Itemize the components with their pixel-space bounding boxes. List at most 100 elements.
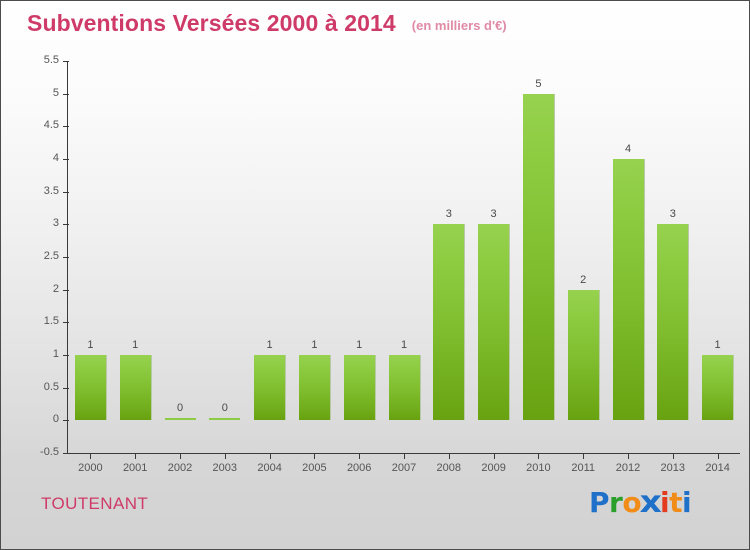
bar-value-label: 3 [490, 208, 497, 221]
proxiti-logo: Proxiti [589, 485, 692, 520]
x-axis-tick [314, 453, 315, 459]
y-axis-tick-label: 0.5 [43, 380, 59, 393]
bar-value-label: 0 [176, 402, 184, 415]
chart-header: Subventions Versées 2000 à 2014 (en mill… [1, 1, 749, 45]
x-axis-tick [90, 453, 91, 459]
bar-value-label: 4 [624, 143, 632, 155]
x-axis-tick-label: 2009 [481, 462, 506, 474]
x-axis-tick [270, 453, 271, 459]
plot-area: 5.5 5 4.5 4 3.5 3 2.5 2 1.5 1 0.5 0 -0.5 2000 2001 200… [1, 45, 749, 474]
x-axis-tick-label: 2011 [571, 462, 596, 474]
x-axis-tick-label: 2000 [78, 462, 103, 474]
x-axis-tick-label: 2013 [660, 462, 686, 474]
bar-value-label: 3 [445, 208, 452, 221]
y-axis-tick [63, 453, 69, 454]
bar[interactable] [298, 355, 331, 421]
x-axis-tick [180, 453, 181, 459]
y-axis-tick [63, 289, 69, 291]
x-axis-tick [718, 453, 719, 459]
x-axis-tick-label: 2003 [212, 462, 238, 474]
x-axis-tick-label: 2006 [346, 462, 372, 474]
chart-subtitle: (en milliers d'€) [411, 17, 507, 33]
y-axis-tick [63, 93, 69, 95]
y-axis-tick-label: -0.5 [40, 446, 59, 458]
x-axis-tick [359, 453, 360, 459]
y-axis-tick-label: 1 [52, 348, 59, 360]
bar-value-label: 3 [669, 208, 676, 221]
bar[interactable] [657, 224, 690, 421]
bar[interactable] [612, 159, 645, 421]
bar-value-label: 5 [535, 77, 542, 90]
y-axis-tick [63, 126, 69, 128]
bar-value-label: 1 [356, 339, 363, 351]
bar[interactable] [74, 355, 107, 421]
x-axis-tick [135, 453, 136, 459]
y-axis-tick [63, 387, 69, 389]
x-axis-tick [449, 453, 450, 459]
bar[interactable] [343, 355, 376, 421]
y-axis-tick-label: 5.5 [43, 54, 59, 66]
y-axis-tick [63, 61, 69, 62]
x-axis-tick-label: 2007 [391, 462, 417, 474]
bar-value-label: 1 [87, 339, 94, 351]
logo-letter: P [589, 486, 610, 519]
y-axis-tick-label: 0 [52, 413, 59, 426]
bar[interactable] [254, 355, 287, 421]
y-axis-tick-label: 4 [52, 152, 59, 164]
bar-value-label: 0 [221, 402, 228, 415]
bar-value-label: 1 [266, 339, 273, 351]
bar[interactable] [478, 224, 511, 421]
y-axis-tick [63, 322, 69, 324]
y-axis-tick-label: 3.5 [43, 184, 59, 197]
logo-letter: i [659, 486, 670, 519]
x-axis-tick-label: 2014 [705, 462, 730, 474]
page-title: Subventions Versées 2000 à 2014 [27, 9, 396, 36]
y-axis-tick [63, 257, 69, 258]
y-axis-tick-label: 2 [52, 282, 59, 295]
bar[interactable] [209, 418, 241, 421]
bar[interactable] [119, 355, 152, 421]
bar[interactable] [433, 224, 466, 421]
bar[interactable] [164, 418, 196, 421]
x-axis-tick-label: 2001 [122, 462, 148, 474]
x-axis-tick [404, 453, 405, 459]
x-axis-tick-label: 2002 [167, 462, 193, 474]
entity-name: TOUTENANT [41, 494, 149, 513]
x-axis-tick [225, 453, 226, 459]
chart-footer: TOUTENANT Proxiti [1, 471, 749, 549]
bar[interactable] [567, 289, 600, 421]
x-axis-line [67, 453, 740, 454]
bar[interactable] [388, 355, 421, 421]
x-axis-tick-label: 2008 [436, 462, 462, 474]
x-axis-tick-label: 2010 [526, 462, 551, 474]
y-axis-tick-label: 1.5 [43, 315, 59, 328]
bar-value-label: 1 [400, 339, 408, 351]
x-axis-tick [673, 453, 674, 459]
x-axis-tick [628, 453, 629, 459]
x-axis-tick [494, 453, 495, 459]
bar-value-label: 1 [714, 339, 721, 351]
y-axis-tick-label: 3 [52, 217, 59, 230]
y-axis-tick [63, 191, 69, 193]
x-axis-tick-label: 2005 [302, 462, 327, 474]
y-axis-tick-label: 5 [52, 86, 59, 99]
x-axis-tick [538, 453, 539, 459]
y-axis-tick [63, 159, 69, 160]
logo-letter: t [669, 486, 682, 519]
logo-letter: x [639, 485, 662, 520]
y-axis-tick [63, 420, 69, 422]
x-axis-tick-label: 2004 [257, 462, 282, 474]
y-axis-tick-label: 2.5 [43, 250, 59, 262]
bar[interactable] [702, 355, 735, 421]
logo-letter: i [681, 486, 692, 519]
logo-letter: o [622, 486, 642, 519]
x-axis-tick-label: 2012 [615, 462, 641, 474]
bar-value-label: 1 [311, 339, 318, 351]
y-axis-tick-label: 4.5 [43, 119, 59, 132]
y-axis-tick [63, 355, 69, 356]
logo-letter: r [609, 486, 623, 519]
y-axis-tick [63, 224, 69, 226]
x-axis-tick [583, 453, 584, 459]
bar[interactable] [522, 93, 555, 421]
